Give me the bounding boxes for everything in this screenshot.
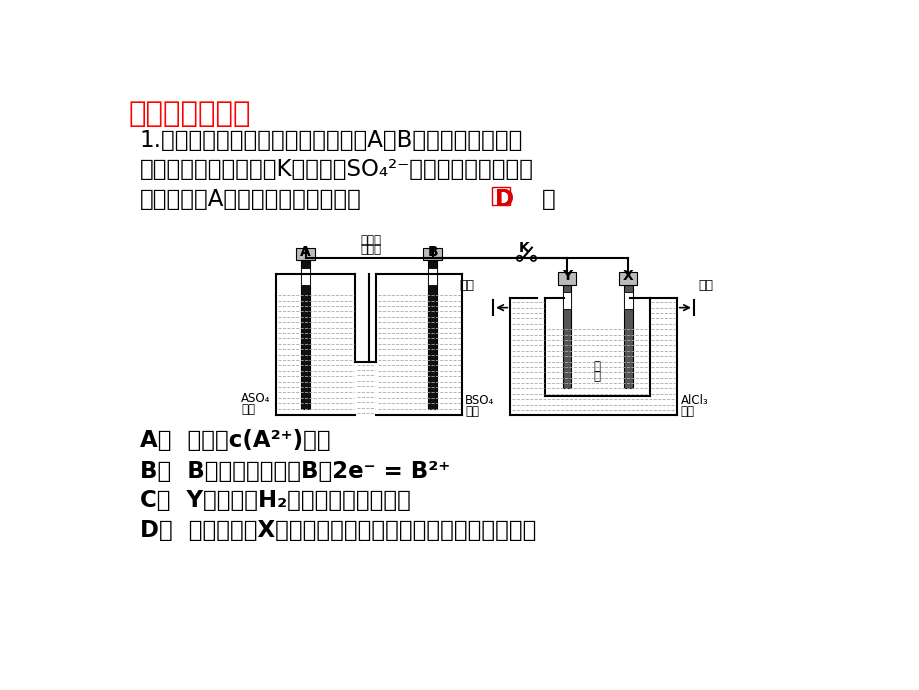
Text: 阴离子: 阴离子 <box>360 234 380 247</box>
Text: K: K <box>518 241 529 255</box>
Bar <box>562 293 571 309</box>
Text: X: X <box>622 269 633 283</box>
Text: 四、试题赏析：: 四、试题赏析： <box>129 100 251 128</box>
Text: 交换膜: 交换膜 <box>360 243 380 256</box>
Text: ）: ） <box>512 188 555 210</box>
Bar <box>296 248 314 260</box>
Bar <box>557 273 575 284</box>
Text: ASO₄: ASO₄ <box>241 393 270 405</box>
FancyBboxPatch shape <box>491 187 510 205</box>
Text: 溶液: 溶液 <box>241 403 255 416</box>
Text: B: B <box>427 244 437 259</box>
Bar <box>423 248 441 260</box>
Bar <box>623 293 632 309</box>
Text: 的硫酸盐可溶于水。当K闭合时，SO₄²⁻从右向左通过阴离子: 的硫酸盐可溶于水。当K闭合时，SO₄²⁻从右向左通过阴离子 <box>140 158 533 181</box>
Bar <box>427 260 437 409</box>
Text: 交换膜移向A极．下列分析正确的是: 交换膜移向A极．下列分析正确的是 <box>140 188 361 210</box>
Bar <box>623 284 632 388</box>
Bar <box>618 273 637 284</box>
Text: AlCl₃: AlCl₃ <box>680 394 708 407</box>
Text: D．  反应初期，X电极周围出现白色胶状沉淀，不久沉淀溶解: D． 反应初期，X电极周围出现白色胶状沉淀，不久沉淀溶解 <box>140 520 536 542</box>
Text: 溶液: 溶液 <box>465 404 479 417</box>
Text: 墨: 墨 <box>593 370 600 383</box>
Text: 溶液: 溶液 <box>680 404 694 417</box>
Text: 1.某同学按如图所示装置进行试验，A、B为常见金属，它们: 1.某同学按如图所示装置进行试验，A、B为常见金属，它们 <box>140 129 523 152</box>
Bar <box>301 260 310 409</box>
Text: 气体: 气体 <box>460 279 474 292</box>
Text: D: D <box>494 188 513 210</box>
Text: BSO₄: BSO₄ <box>465 394 494 407</box>
Text: 气体: 气体 <box>698 279 713 292</box>
Text: 石: 石 <box>593 360 600 373</box>
Bar <box>427 268 437 284</box>
Bar <box>562 284 571 388</box>
Text: A．  溶液中c(A²⁺)减小: A． 溶液中c(A²⁺)减小 <box>140 429 330 453</box>
Text: D: D <box>494 188 513 210</box>
Text: B．  B极的电极反应：B－2e⁻ = B²⁺: B． B极的电极反应：B－2e⁻ = B²⁺ <box>140 460 449 483</box>
Bar <box>301 268 310 284</box>
Text: A: A <box>300 244 311 259</box>
Text: C．  Y电极上有H₂产生，发生还原反应: C． Y电极上有H₂产生，发生还原反应 <box>140 489 410 513</box>
Text: Y: Y <box>562 269 572 283</box>
